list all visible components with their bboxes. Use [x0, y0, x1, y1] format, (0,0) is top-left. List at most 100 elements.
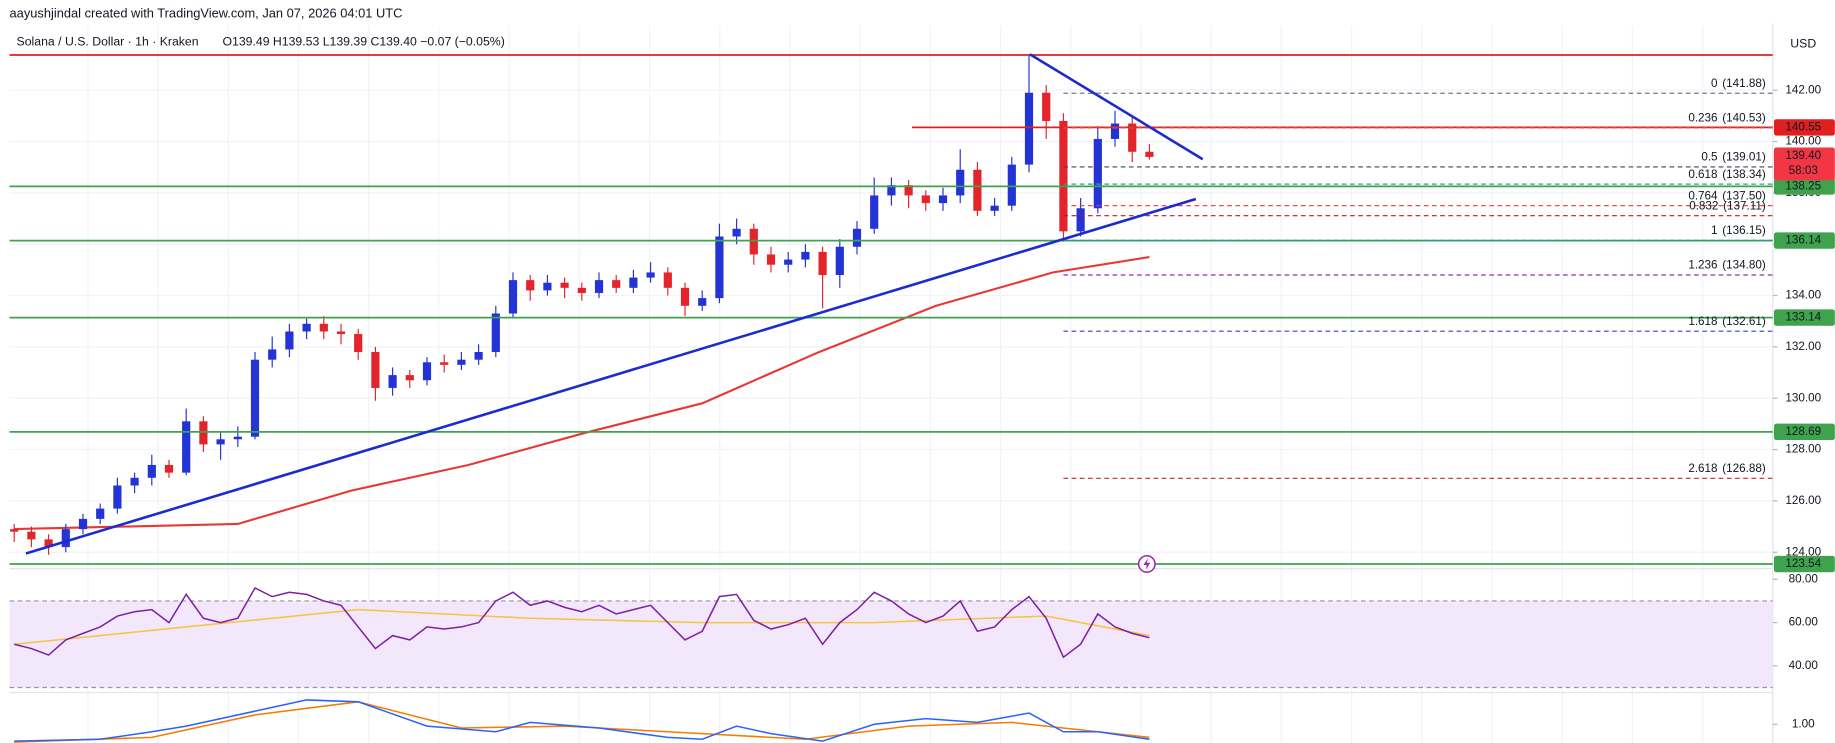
- fib-ratio: 2.618: [1688, 462, 1717, 475]
- fib-price: (132.61): [1722, 315, 1766, 328]
- candle-body: [526, 280, 535, 291]
- fib-label: 0.618 (138.34): [1688, 168, 1766, 181]
- fib-label: 2.618 (126.88): [1688, 462, 1766, 475]
- fib-label: 1 (136.15): [1711, 224, 1766, 237]
- last-price-box: [1773, 147, 1835, 181]
- fib-price: (137.11): [1723, 199, 1766, 212]
- candle-body: [732, 228, 741, 237]
- candle-body: [766, 254, 776, 265]
- candle-body: [302, 323, 311, 332]
- candle-body: [130, 477, 139, 486]
- candle-body: [422, 362, 432, 381]
- line-series: [14, 256, 1150, 531]
- candle-body: [594, 280, 604, 293]
- fib-ratio: 1: [1711, 224, 1718, 237]
- candle-body: [680, 287, 690, 306]
- rsi-pane: [9, 586, 1773, 689]
- fib-price: (137.50): [1722, 189, 1766, 202]
- candle-body: [474, 352, 483, 360]
- candle-body: [612, 280, 621, 288]
- candle-body: [96, 508, 105, 519]
- candle-body: [44, 539, 53, 548]
- candle-body: [835, 246, 844, 275]
- candle-body: [715, 236, 724, 299]
- countdown: 58:03: [1789, 164, 1818, 177]
- y-tick-label: 130.00: [1785, 391, 1821, 404]
- line-series: [14, 699, 1150, 742]
- level-label: 128.69: [1785, 425, 1821, 438]
- candle-body: [268, 349, 277, 360]
- candle-body: [887, 185, 896, 196]
- candle-body: [147, 464, 156, 478]
- fib-price: (134.80): [1722, 259, 1766, 272]
- candle-body: [629, 277, 638, 288]
- fib-ratio: 0.618: [1688, 168, 1717, 181]
- fib-price: (138.34): [1722, 168, 1766, 181]
- y-tick-label: 60.00: [1789, 616, 1819, 629]
- candle-body: [560, 282, 569, 288]
- fib-price: (140.53): [1722, 112, 1766, 125]
- candle-body: [61, 529, 70, 548]
- candle-body: [663, 272, 672, 288]
- symbol: Solana / U.S. Dollar · 1h · Kraken: [17, 34, 199, 48]
- level-label: 138.25: [1785, 180, 1821, 193]
- line-series: [14, 586, 1150, 659]
- candle-body: [852, 228, 862, 247]
- credit: aayushjindal created with TradingView.co…: [10, 5, 403, 20]
- fib-label: 0.236 (140.53): [1688, 112, 1766, 125]
- fib-label: 0.5 (139.01): [1701, 151, 1766, 164]
- candle-body: [904, 185, 913, 196]
- fib-ratio: 1.618: [1688, 315, 1717, 328]
- fib-ratio: 0.832: [1689, 199, 1718, 212]
- candle-body: [921, 195, 930, 204]
- level-label: 136.14: [1785, 234, 1821, 247]
- candle-body: [938, 195, 948, 204]
- candle-body: [870, 195, 879, 229]
- candle-body: [336, 331, 346, 335]
- y-tick-label: 140.00: [1785, 135, 1821, 148]
- level-label-box: [1773, 119, 1835, 136]
- candle-body: [285, 331, 294, 350]
- y-tick-label: 126.00: [1785, 494, 1821, 507]
- candle-body: [371, 352, 380, 388]
- line-series: [14, 608, 1150, 646]
- fib-price: (126.88): [1722, 462, 1766, 475]
- candle-body: [1024, 92, 1034, 165]
- fib-label: 1.618 (132.61): [1688, 315, 1766, 328]
- level-label-box: [1773, 309, 1835, 326]
- candle-body: [405, 375, 414, 381]
- candle-body: [784, 259, 793, 265]
- fib-price: (136.15): [1722, 224, 1766, 237]
- fib-label: 0.764 (137.50): [1688, 189, 1766, 202]
- level-label: 133.14: [1785, 311, 1821, 324]
- y-tick-label: 134.00: [1785, 289, 1821, 302]
- y-tick-label: 80.00: [1789, 572, 1819, 585]
- y-tick-label: 40.00: [1789, 659, 1819, 672]
- fib-ratio: 1.236: [1688, 259, 1717, 272]
- level-label-box: [1773, 555, 1835, 573]
- candle-body: [1145, 151, 1154, 157]
- candle-body: [543, 282, 552, 291]
- fib-label: 0 (141.88): [1711, 77, 1766, 90]
- ohlc: O139.49 H139.53 L139.39 C139.40 −0.07 (−…: [222, 34, 504, 48]
- trend-line: [1029, 53, 1204, 161]
- candle-body: [801, 251, 810, 260]
- fib-label: 0.832 (137.11): [1689, 199, 1766, 212]
- candle-body: [199, 421, 208, 445]
- candle-body: [250, 359, 260, 437]
- level-label: 123.54: [1785, 557, 1821, 570]
- candle-body: [1059, 120, 1068, 232]
- band-fill: [9, 600, 1773, 688]
- fib-ratio: 0.5: [1701, 151, 1718, 164]
- trend-line: [25, 197, 1197, 555]
- fib-ratio: 0: [1711, 77, 1718, 90]
- price-axis: 124.00 126.00 128.00 130.00 132.00 134.00 136.…: [1772, 83, 1835, 730]
- candle-body: [973, 169, 982, 211]
- fib-label: 1.236 (134.80): [1688, 259, 1766, 272]
- fib-price: (141.88): [1722, 77, 1766, 90]
- candle-body: [78, 518, 88, 530]
- candle-body: [319, 323, 328, 332]
- fib-ratio: 0.236: [1688, 112, 1717, 125]
- candle-body: [1042, 92, 1051, 121]
